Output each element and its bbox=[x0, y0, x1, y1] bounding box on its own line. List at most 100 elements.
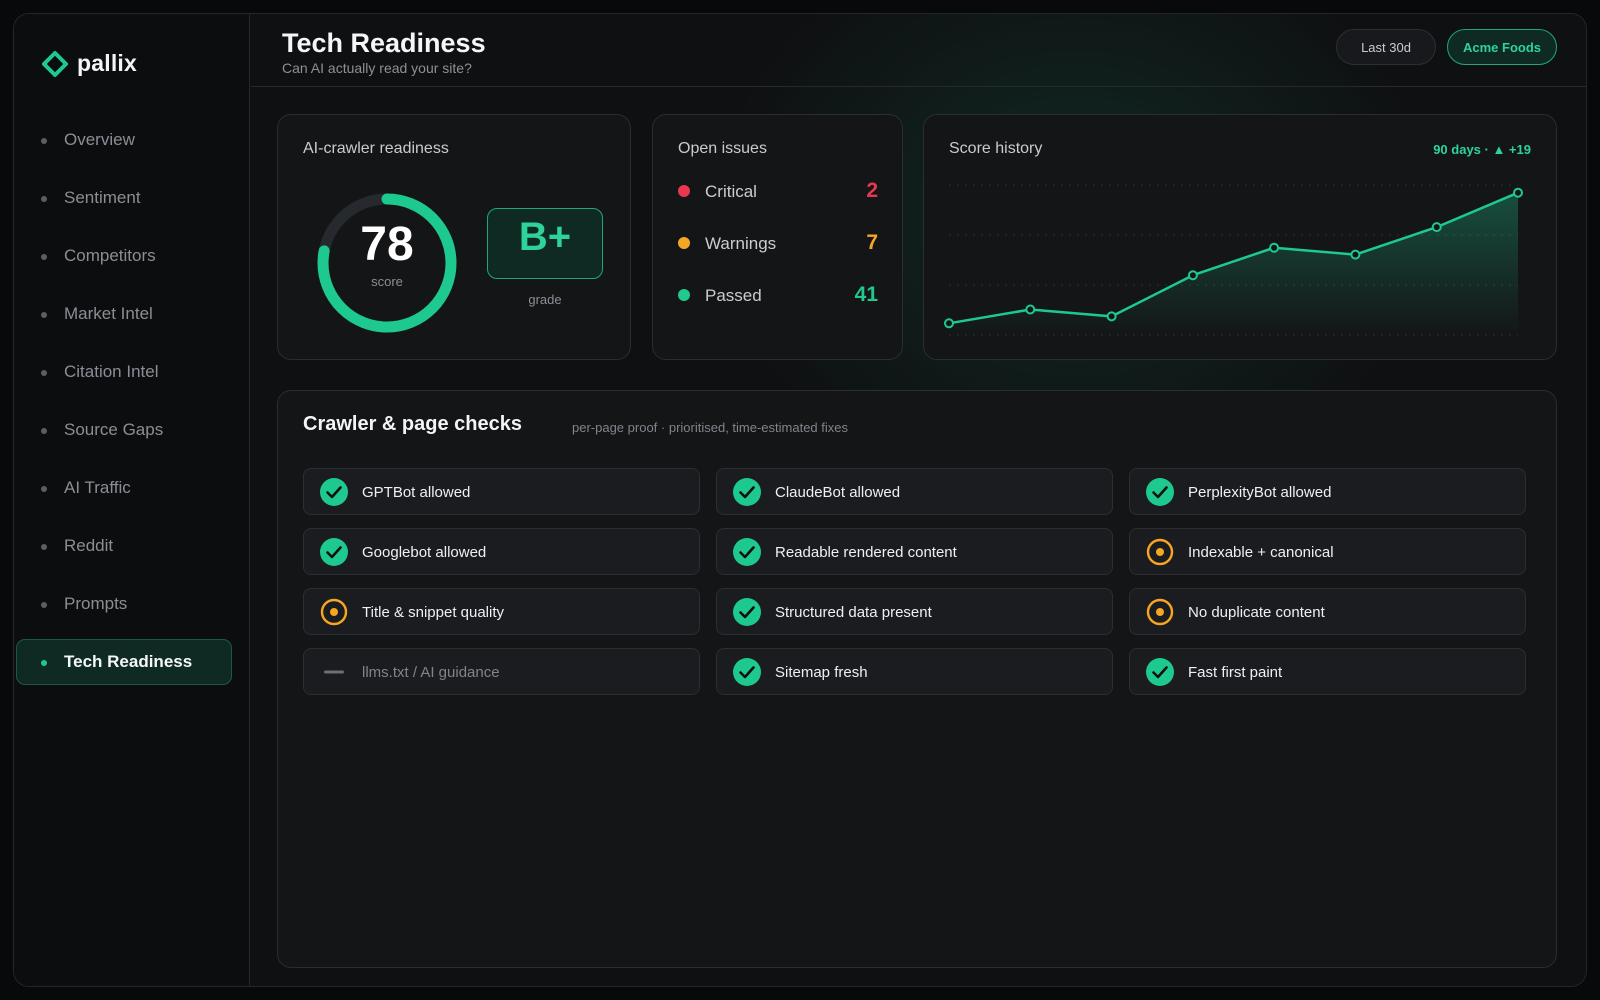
sidebar-item-ai-traffic[interactable]: AI Traffic bbox=[16, 465, 232, 511]
check-item[interactable]: No duplicate content bbox=[1129, 588, 1526, 635]
check-item[interactable]: Title & snippet quality bbox=[303, 588, 700, 635]
warning-dot-icon bbox=[678, 237, 690, 249]
data-point[interactable] bbox=[1513, 187, 1523, 198]
check-item[interactable]: Readable rendered content bbox=[716, 528, 1113, 575]
data-point[interactable] bbox=[1187, 270, 1198, 281]
sidebar-item-source-gaps[interactable]: Source Gaps bbox=[16, 407, 232, 453]
check-circle-icon bbox=[320, 478, 348, 506]
check-circle-icon bbox=[320, 538, 348, 566]
sidebar-item-label: Tech Readiness bbox=[64, 652, 193, 671]
check-label: ClaudeBot allowed bbox=[775, 484, 901, 501]
sidebar-item-label: Citation Intel bbox=[64, 362, 159, 381]
check-circle-icon bbox=[733, 658, 761, 686]
data-point[interactable] bbox=[1350, 249, 1361, 260]
check-label: GPTBot allowed bbox=[362, 484, 471, 501]
sidebar-item-reddit[interactable]: Reddit bbox=[16, 523, 232, 569]
passed-dot-icon bbox=[678, 289, 690, 301]
issue-row-critical[interactable]: Critical 2 bbox=[678, 179, 878, 203]
sidebar-item-sentiment[interactable]: Sentiment bbox=[16, 175, 232, 221]
score-history-area bbox=[949, 192, 1518, 337]
check-item[interactable]: GPTBot allowed bbox=[303, 468, 700, 515]
check-item[interactable]: Indexable + canonical bbox=[1129, 528, 1526, 575]
score-history-chart bbox=[944, 184, 1523, 337]
score-history-title: Score history bbox=[949, 140, 1043, 157]
open-issues-title: Open issues bbox=[678, 140, 767, 157]
sidebar-item-tech-readiness[interactable]: Tech Readiness bbox=[16, 639, 232, 685]
bullet-icon bbox=[41, 544, 47, 550]
sidebar-item-competitors[interactable]: Competitors bbox=[16, 233, 232, 279]
gauge-arc bbox=[317, 193, 457, 333]
dash-icon bbox=[324, 670, 344, 674]
sidebar-item-label: Source Gaps bbox=[64, 420, 164, 439]
sidebar-item-label: Sentiment bbox=[64, 188, 141, 207]
bullet-icon bbox=[41, 486, 47, 492]
critical-dot-icon bbox=[678, 185, 690, 197]
check-item[interactable]: Sitemap fresh bbox=[716, 648, 1113, 695]
data-point[interactable] bbox=[1269, 242, 1280, 253]
app-window: pallix Overview Sentiment Competitors Ma… bbox=[13, 13, 1587, 987]
check-circle-icon bbox=[733, 598, 761, 626]
brand[interactable]: pallix bbox=[42, 50, 137, 77]
sidebar: pallix Overview Sentiment Competitors Ma… bbox=[14, 14, 250, 986]
crawler-checks-subtitle: per-page proof · prioritised, time-estim… bbox=[572, 420, 849, 435]
check-item[interactable]: PerplexityBot allowed bbox=[1129, 468, 1526, 515]
readiness-card: AI-crawler readiness 78 score B+ grade bbox=[277, 114, 631, 360]
sidebar-item-label: AI Traffic bbox=[64, 478, 131, 497]
score-gauge bbox=[317, 193, 457, 333]
data-point[interactable] bbox=[1106, 311, 1117, 322]
sidebar-item-label: Overview bbox=[64, 130, 135, 149]
score-label: score bbox=[371, 274, 403, 289]
score-history-badge: 90 days · ▲ +19 bbox=[1433, 142, 1531, 157]
check-label: No duplicate content bbox=[1188, 604, 1325, 621]
issue-count: 41 bbox=[854, 283, 878, 306]
logo-icon bbox=[42, 50, 68, 77]
issue-label: Passed bbox=[705, 286, 762, 305]
data-point[interactable] bbox=[1431, 222, 1442, 233]
score-value: 78 bbox=[360, 218, 414, 271]
issue-count: 2 bbox=[866, 179, 878, 202]
check-circle-icon bbox=[1146, 478, 1174, 506]
issue-count: 7 bbox=[866, 231, 878, 254]
bullet-icon bbox=[41, 602, 47, 608]
check-label: Sitemap fresh bbox=[775, 664, 868, 681]
bullet-icon bbox=[41, 138, 47, 144]
grade-badge: B+ bbox=[487, 208, 603, 279]
bullet-icon bbox=[41, 660, 47, 666]
sidebar-item-citation-intel[interactable]: Citation Intel bbox=[16, 349, 232, 395]
check-item[interactable]: Googlebot allowed bbox=[303, 528, 700, 575]
score-history-line bbox=[948, 191, 1519, 325]
check-circle-icon bbox=[733, 478, 761, 506]
check-circle-icon bbox=[1146, 658, 1174, 686]
check-label: Structured data present bbox=[775, 604, 932, 621]
check-item[interactable]: llms.txt / AI guidance bbox=[303, 648, 700, 695]
data-point[interactable] bbox=[944, 318, 954, 329]
page-header: Tech Readiness Can AI actually read your… bbox=[251, 14, 1586, 87]
page-subtitle: Can AI actually read your site? bbox=[282, 60, 472, 76]
warning-circle-icon bbox=[320, 598, 348, 626]
issue-label: Warnings bbox=[705, 234, 777, 253]
sidebar-nav: Overview Sentiment Competitors Market In… bbox=[16, 117, 232, 697]
check-label: llms.txt / AI guidance bbox=[362, 664, 500, 681]
readiness-card-title: AI-crawler readiness bbox=[303, 140, 449, 157]
bullet-icon bbox=[41, 254, 47, 260]
check-label: Indexable + canonical bbox=[1188, 544, 1334, 561]
page-title: Tech Readiness bbox=[282, 28, 486, 58]
crawler-checks-card: Crawler & page checks per-page proof · p… bbox=[277, 390, 1557, 968]
client-selector-button[interactable]: Acme Foods bbox=[1447, 29, 1557, 65]
bullet-icon bbox=[41, 428, 47, 434]
check-item[interactable]: Structured data present bbox=[716, 588, 1113, 635]
check-item[interactable]: Fast first paint bbox=[1129, 648, 1526, 695]
data-point[interactable] bbox=[1025, 304, 1036, 315]
check-label: Fast first paint bbox=[1188, 664, 1283, 681]
crawler-checks-title: Crawler & page checks bbox=[303, 413, 522, 435]
bullet-icon bbox=[41, 196, 47, 202]
sidebar-item-overview[interactable]: Overview bbox=[16, 117, 232, 163]
sidebar-item-prompts[interactable]: Prompts bbox=[16, 581, 232, 627]
sidebar-item-market-intel[interactable]: Market Intel bbox=[16, 291, 232, 337]
issue-row-passed[interactable]: Passed 41 bbox=[678, 283, 878, 307]
issue-row-warnings[interactable]: Warnings 7 bbox=[678, 231, 878, 255]
date-range-button[interactable]: Last 30d bbox=[1336, 29, 1436, 65]
issue-label: Critical bbox=[705, 182, 757, 201]
open-issues-card: Open issues Critical 2 Warnings 7 Passed… bbox=[652, 114, 903, 360]
check-item[interactable]: ClaudeBot allowed bbox=[716, 468, 1113, 515]
